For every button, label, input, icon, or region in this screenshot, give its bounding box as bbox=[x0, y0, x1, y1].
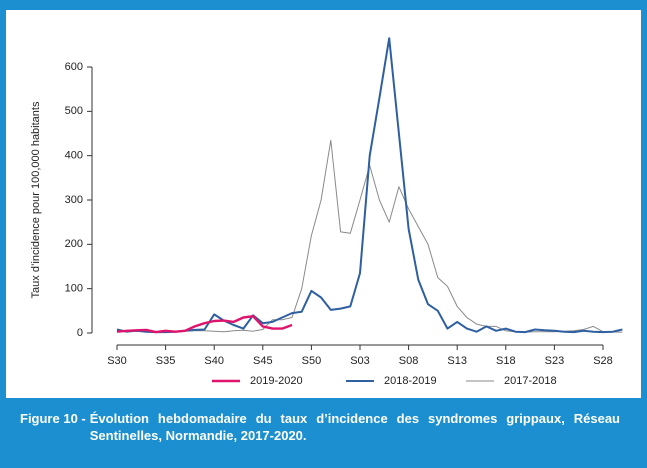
x-tick-label: S08 bbox=[399, 355, 419, 367]
y-tick-label: 600 bbox=[65, 61, 83, 73]
x-tick-label: S50 bbox=[302, 355, 322, 367]
legend-label: 2018-2019 bbox=[384, 375, 437, 387]
y-tick-label: 100 bbox=[65, 283, 83, 295]
x-tick-label: S35 bbox=[156, 355, 176, 367]
y-tick-label: 300 bbox=[65, 194, 83, 206]
y-tick-label: 0 bbox=[77, 327, 83, 339]
y-tick-label: 200 bbox=[65, 238, 83, 250]
x-tick-label: S18 bbox=[496, 355, 516, 367]
chart: Taux d’incidence pour 100,000 habitants … bbox=[30, 37, 623, 387]
x-tick-label: S03 bbox=[350, 355, 370, 367]
legend-label: 2019-2020 bbox=[250, 375, 303, 387]
figure-label: Figure 10 - bbox=[20, 411, 86, 426]
x-tick-label: S28 bbox=[593, 355, 613, 367]
legend-label: 2017-2018 bbox=[504, 375, 557, 387]
y-tick-label: 400 bbox=[65, 150, 83, 162]
series-line bbox=[116, 315, 293, 334]
x-tick-label: S45 bbox=[253, 355, 273, 367]
y-tick-label: 500 bbox=[65, 105, 83, 117]
x-tick-label: S40 bbox=[204, 355, 224, 367]
series-line bbox=[116, 37, 623, 334]
y-axis-label: Taux d’incidence pour 100,000 habitants bbox=[30, 101, 42, 298]
caption: Figure 10 - Évolution hebdomadaire du ta… bbox=[20, 410, 620, 444]
chart-panel bbox=[6, 10, 641, 398]
x-tick-label: S30 bbox=[107, 355, 127, 367]
x-tick-label: S13 bbox=[447, 355, 467, 367]
x-tick-label: S23 bbox=[545, 355, 565, 367]
caption-text: Évolution hebdomadaire du taux d’inciden… bbox=[89, 411, 620, 443]
series-line bbox=[116, 139, 623, 333]
